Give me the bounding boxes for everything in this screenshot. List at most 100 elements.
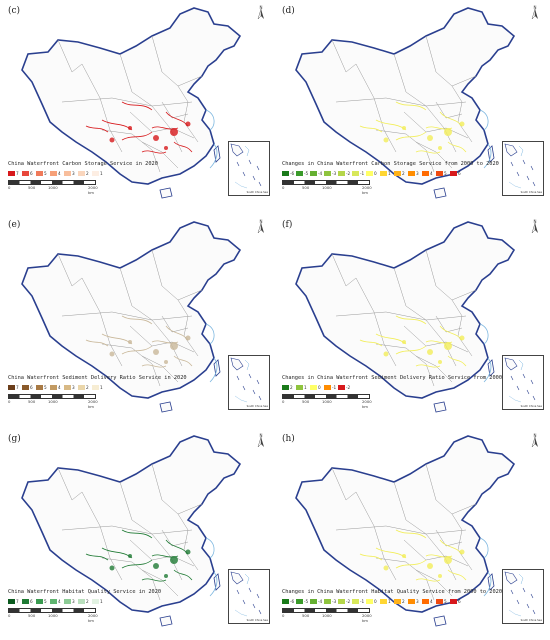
province-boundary	[101, 129, 161, 173]
legend-swatch	[92, 384, 99, 390]
legend-swatch	[8, 598, 15, 604]
scale-bar: 0 500 1000 2000 km	[8, 180, 100, 195]
map-panel: (f) N Changes in China Waterfront Sediment…	[276, 216, 548, 426]
legend-swatch	[338, 170, 345, 176]
legend-entry: -5	[296, 598, 309, 604]
waterfront-patch	[109, 351, 115, 357]
scale-bar-graphic	[8, 394, 96, 399]
china-map	[295, 435, 516, 627]
waterfront-stroke	[359, 125, 383, 133]
legend-entry: -5	[296, 170, 309, 176]
waterfront-patch	[402, 554, 406, 558]
legend: -6 -5 -4 -3 -2 -1 0 1 2 3 4 5 6	[282, 170, 463, 176]
province-boundary	[81, 63, 123, 153]
china-map	[295, 221, 516, 413]
province-boundary	[57, 253, 83, 287]
waterfront-patch	[444, 556, 452, 564]
legend-label: -6	[290, 170, 295, 176]
waterfront-patch	[170, 556, 178, 564]
legend-swatch	[50, 598, 57, 604]
scale-tick-label: 2000 km	[362, 613, 372, 623]
waterfront-patch	[109, 565, 115, 571]
legend-label: 1	[100, 170, 103, 176]
inset-label: South China Sea	[520, 405, 542, 408]
legend-entry: 4	[422, 598, 435, 604]
legend-label: 0	[318, 384, 321, 390]
scale-tick-label: 2000 km	[88, 613, 98, 623]
scale-bar-graphic	[8, 608, 96, 613]
legend-entry: 3	[64, 170, 77, 176]
province-boundary	[425, 35, 477, 87]
legend-label: 7	[16, 170, 19, 176]
north-arrow-icon: N	[530, 4, 540, 22]
waterfront-stroke	[395, 131, 427, 141]
legend-label: -6	[290, 598, 295, 604]
legend-entry: 2	[78, 598, 91, 604]
province-boundary	[129, 325, 195, 353]
map-title: Changes in China Waterfront Sediment Del…	[282, 375, 528, 381]
legend-label: 3	[416, 170, 419, 176]
province-boundary	[435, 101, 463, 119]
legend-swatch	[380, 170, 387, 176]
legend-entry: -1	[352, 170, 365, 176]
scale-tick-label: 1000	[322, 399, 332, 404]
svg-text:N: N	[534, 5, 537, 10]
legend-label: 4	[58, 384, 61, 390]
waterfront-patch	[170, 342, 178, 350]
legend-swatch	[422, 170, 429, 176]
waterfront-stroke	[121, 529, 153, 539]
province-boundary	[141, 569, 179, 597]
legend-entry: 2	[282, 384, 295, 390]
legend-label: 5	[44, 170, 47, 176]
legend-swatch	[338, 384, 345, 390]
scale-tick-label: 1000	[322, 185, 332, 190]
legend-label: 5	[44, 598, 47, 604]
province-boundary	[141, 355, 179, 383]
legend-entry: 4	[422, 170, 435, 176]
map-title: Changes in China Waterfront Habitat Qual…	[282, 589, 503, 595]
waterfront-patch	[459, 121, 465, 127]
legend-entry: 5	[436, 170, 449, 176]
scale-bar: 0 500 1000 2000 km	[282, 394, 374, 409]
province-boundary	[355, 277, 397, 367]
legend-label: -4	[318, 170, 323, 176]
legend-label: 1	[388, 170, 391, 176]
svg-text:N: N	[260, 433, 263, 438]
province-boundary	[57, 467, 83, 501]
coastline	[205, 323, 218, 383]
legend-entry: 5	[36, 384, 49, 390]
waterfront-stroke	[85, 553, 109, 561]
legend-label: -2	[346, 384, 351, 390]
scale-tick-label: 2000 km	[88, 185, 98, 195]
legend-label: -1	[332, 384, 337, 390]
north-arrow-icon: N	[256, 4, 266, 22]
legend-label: 5	[44, 384, 47, 390]
province-boundary	[161, 101, 189, 119]
legend-label: 6	[458, 598, 461, 604]
legend-entry: 5	[36, 598, 49, 604]
province-boundary	[141, 141, 179, 169]
legend: 2 1 0 -1 -2	[282, 384, 351, 390]
map-title: Changes in China Waterfront Carbon Stora…	[282, 161, 499, 167]
legend-entry: 2	[394, 170, 407, 176]
scale-bar-graphic	[282, 394, 370, 399]
legend-swatch	[324, 170, 331, 176]
province-boundary	[403, 111, 469, 139]
waterfront-stroke	[141, 578, 167, 582]
legend-entry: 6	[22, 384, 35, 390]
north-arrow-icon: N	[256, 218, 266, 236]
province-boundary	[331, 467, 357, 501]
north-arrow-icon: N	[530, 432, 540, 450]
legend-swatch	[22, 598, 29, 604]
province-boundary	[151, 249, 203, 301]
scale-tick-label: 0	[8, 399, 11, 404]
coastline	[479, 537, 492, 597]
waterfront-stroke	[395, 345, 427, 355]
province-boundary	[435, 529, 463, 547]
waterfront-patch	[459, 549, 465, 555]
legend-label: 4	[58, 170, 61, 176]
legend-swatch	[296, 384, 303, 390]
waterfront-stroke	[85, 125, 109, 133]
waterfront-patch	[170, 128, 178, 136]
waterfront-patch	[438, 574, 442, 578]
